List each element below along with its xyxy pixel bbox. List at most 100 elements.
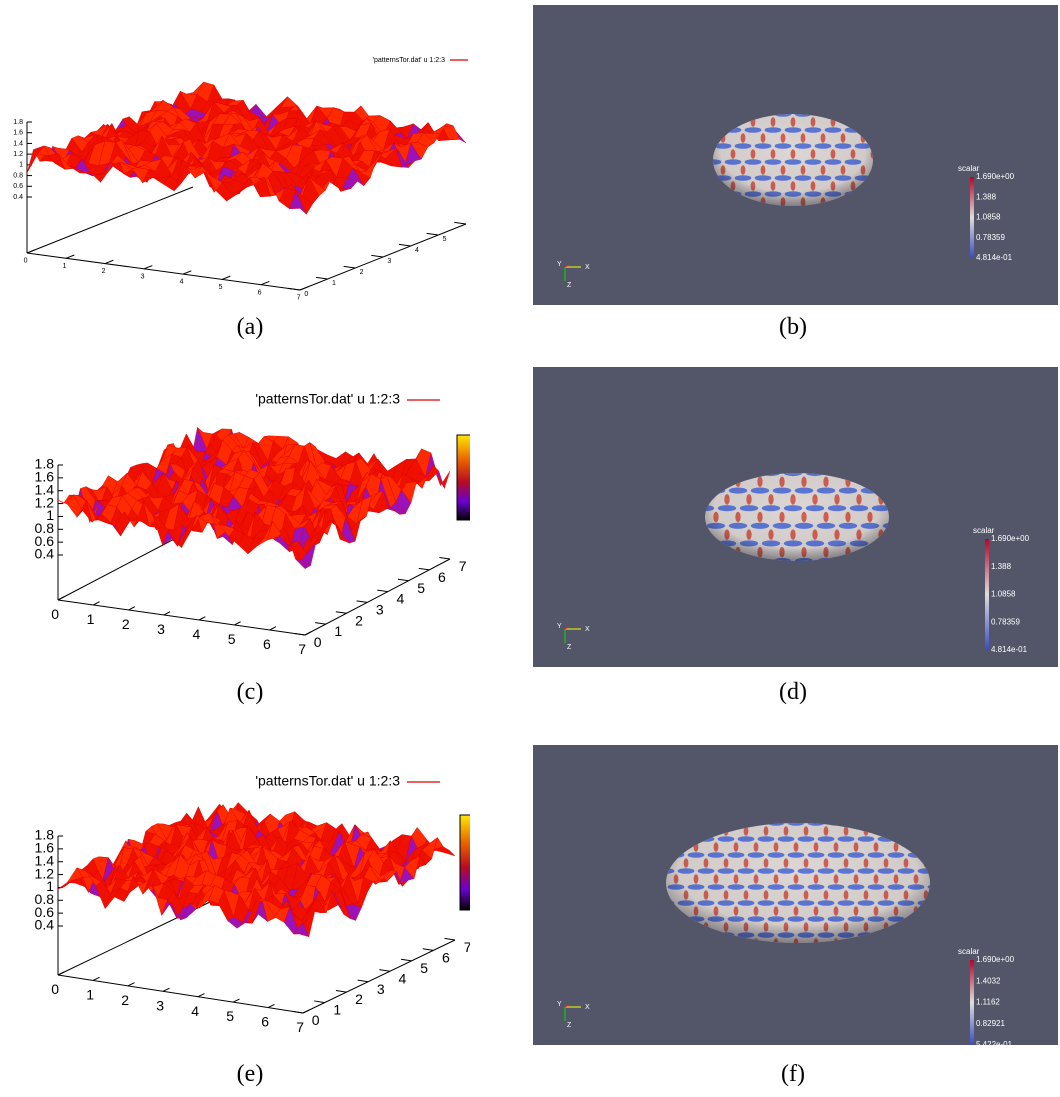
colorbar-title: scalar (973, 526, 995, 535)
tick (288, 287, 301, 291)
y-tick-label: 7 (459, 558, 467, 574)
tick (418, 567, 430, 571)
z-tick-label: 1.2 (13, 151, 23, 158)
triad-label: Z (567, 1022, 572, 1029)
x-tick-label: 7 (297, 295, 301, 302)
colorbar-label: 5.422e-01 (976, 1040, 1013, 1045)
z-tick-label: 0.4 (35, 917, 55, 933)
z-tick-label: 1.4 (35, 852, 55, 868)
triad-label: Y (557, 261, 562, 268)
triad-label: X (585, 626, 590, 633)
tick (398, 243, 411, 247)
triad-axis (564, 626, 570, 630)
y-tick-label: 2 (360, 269, 364, 276)
tick (444, 937, 456, 941)
shading (666, 823, 930, 943)
tick (104, 259, 114, 265)
x-tick-label: 3 (141, 273, 145, 280)
tick (26, 249, 36, 254)
caption: (a) (236, 314, 264, 340)
colorbar-label: 0.82921 (976, 1019, 1005, 1028)
tick (357, 979, 369, 983)
x-tick-label: 0 (24, 258, 28, 265)
z-tick-label: 1.8 (35, 456, 55, 472)
z-tick-label: 0.6 (13, 183, 23, 190)
z-tick-label: 0.8 (13, 172, 23, 179)
surface (57, 802, 456, 937)
tick (162, 987, 170, 992)
y-tick-label: 6 (442, 950, 450, 966)
tick (315, 276, 328, 280)
surface (57, 426, 451, 569)
surface-facet (293, 922, 310, 937)
y-tick-label: 7 (464, 939, 470, 955)
z-tick-label: 1 (46, 878, 54, 894)
z-tick-label: 0.8 (35, 520, 55, 536)
tick (269, 626, 277, 631)
axis (304, 558, 451, 636)
colorbar-title: scalar (958, 164, 980, 173)
triad-label: Y (557, 623, 562, 630)
x-tick-label: 0 (51, 981, 59, 997)
x-tick-label: 6 (263, 636, 271, 652)
tick (397, 578, 409, 582)
z-tick-label: 1.4 (35, 481, 55, 497)
tick (299, 286, 309, 291)
y-tick-label: 6 (438, 569, 446, 585)
axis (57, 599, 306, 636)
z-tick-label: 0.4 (35, 546, 55, 562)
torus (666, 823, 930, 943)
z-tick-label: 0.6 (35, 904, 55, 920)
tick (128, 606, 136, 611)
tick (356, 600, 368, 603)
caption: (d) (779, 679, 807, 705)
x-tick-label: 7 (296, 1019, 304, 1035)
z-tick-label: 1.4 (13, 140, 23, 147)
tick (198, 616, 206, 621)
tick (371, 254, 384, 258)
tick (294, 633, 306, 636)
z-tick-label: 1.2 (35, 494, 55, 510)
tick (335, 611, 347, 614)
legend-label: 'patternsTor.dat' u 1:2:3 (373, 57, 445, 64)
y-tick-label: 3 (377, 981, 385, 997)
y-tick-label: 3 (387, 258, 391, 265)
tick (260, 280, 270, 286)
tick (267, 1003, 275, 1009)
tick (400, 958, 412, 962)
x-tick-label: 5 (226, 1008, 234, 1024)
caption: (f) (781, 1061, 805, 1087)
tick (93, 601, 100, 606)
z-tick-label: 1 (46, 507, 54, 523)
y-tick-label: 1 (332, 280, 336, 287)
colorbar-label: 1.1162 (976, 998, 1000, 1007)
z-tick-label: 1.8 (35, 827, 55, 843)
x-tick-label: 4 (191, 1003, 199, 1019)
axis (302, 939, 456, 1014)
triad-label: Y (557, 1001, 562, 1008)
tick (426, 232, 439, 236)
axis (57, 974, 304, 1014)
colorbar-label: 4.814e-01 (991, 645, 1028, 654)
x-tick-label: 2 (102, 268, 106, 275)
axis (26, 186, 194, 254)
y-tick-label: 2 (355, 991, 363, 1007)
colorbar-label: 0.78359 (976, 233, 1005, 242)
colorbar (970, 177, 974, 258)
triad-label: X (585, 1004, 590, 1011)
x-tick-label: 5 (228, 631, 236, 647)
z-tick-label: 0.4 (13, 194, 23, 201)
y-tick-label: 0 (304, 291, 308, 298)
shading (713, 114, 873, 206)
x-tick-label: 3 (156, 997, 164, 1013)
tick (232, 998, 240, 1003)
z-tick-label: 1.6 (35, 469, 55, 485)
tick (422, 948, 434, 951)
shading (705, 473, 889, 561)
colorbar-label: 1.690e+00 (976, 955, 1015, 964)
y-tick-label: 0 (312, 1012, 320, 1028)
tick (182, 270, 192, 275)
tick (377, 589, 388, 593)
